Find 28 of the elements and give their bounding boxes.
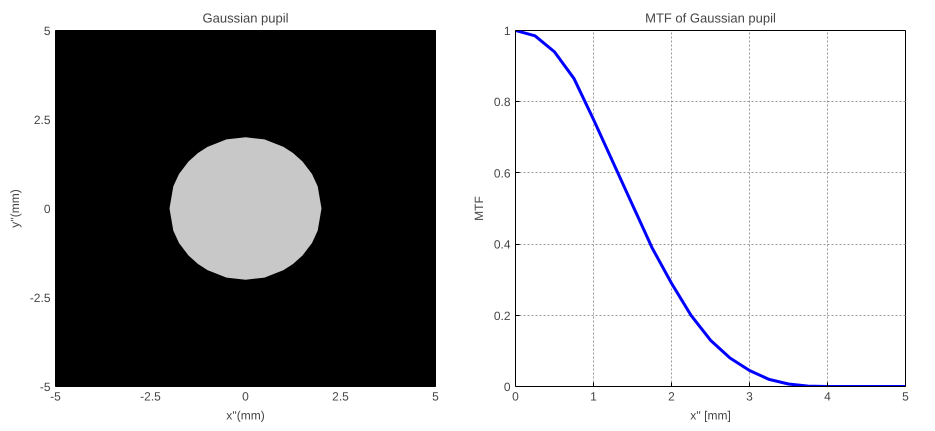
- y-tick-label: -5: [40, 380, 51, 394]
- line-series: [516, 30, 906, 386]
- y-tick-label: 0: [44, 202, 51, 216]
- x-tick-label: 2: [668, 390, 676, 404]
- y-tick-label: 5: [44, 24, 51, 38]
- x-tick-label: 2.5: [332, 390, 350, 404]
- y-tick-label: 0.8: [494, 95, 511, 110]
- x-tick-label: 5: [432, 390, 440, 404]
- y-tick-label: 1: [504, 24, 511, 38]
- x-tick-label: -2.5: [140, 390, 162, 404]
- y-axis-title: MTF: [472, 196, 486, 221]
- x-tick-label: 3: [746, 390, 754, 404]
- chart-title: MTF of Gaussian pupil: [645, 10, 776, 26]
- y-tick-label: 0.2: [494, 308, 511, 323]
- y-tick-label: 0: [504, 380, 511, 394]
- x-axis-title: x'' [mm]: [690, 408, 731, 422]
- x-tick-label: 0: [242, 390, 250, 404]
- y-tick-label: 0.4: [494, 238, 511, 252]
- y-axis-title: y''(mm): [8, 189, 22, 228]
- x-tick-label: 0: [512, 390, 520, 404]
- x-axis-title: x''(mm): [226, 408, 265, 422]
- chart-title: Gaussian pupil: [202, 10, 289, 26]
- y-tick-label: 0.6: [494, 166, 511, 180]
- x-tick-label: 1: [590, 390, 598, 404]
- y-tick-label: 2.5: [34, 113, 51, 127]
- x-tick-label: 5: [902, 390, 910, 404]
- x-tick-label: 4: [824, 390, 832, 404]
- y-tick-label: -2.5: [30, 291, 51, 305]
